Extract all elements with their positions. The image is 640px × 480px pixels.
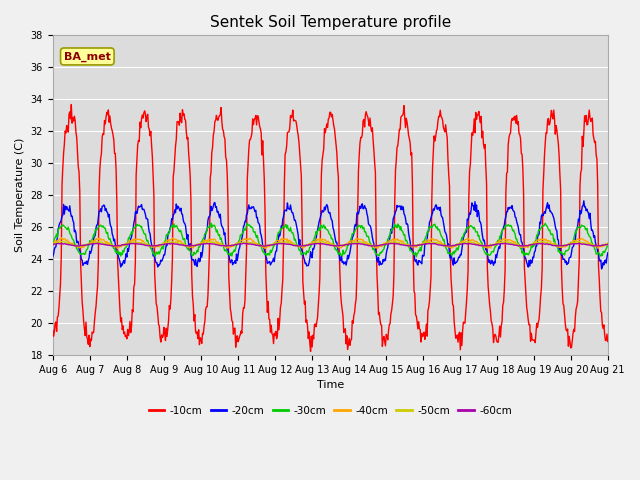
-10cm [173, 119, 181, 125]
-40cm [204, 239, 211, 244]
-40cm [60, 236, 67, 241]
-40cm [174, 239, 182, 244]
-50cm [49, 241, 56, 247]
-40cm [604, 240, 612, 246]
-10cm [415, 326, 423, 332]
-40cm [114, 246, 122, 252]
-60cm [174, 241, 182, 247]
-30cm [207, 220, 215, 226]
-20cm [598, 266, 605, 272]
-10cm [307, 348, 314, 354]
-30cm [172, 223, 180, 228]
-20cm [59, 212, 67, 218]
-40cm [415, 243, 423, 249]
Y-axis label: Soil Temperature (C): Soil Temperature (C) [15, 138, 25, 252]
-50cm [298, 244, 306, 250]
-60cm [399, 242, 407, 248]
-40cm [118, 244, 125, 250]
-50cm [415, 241, 423, 247]
-30cm [59, 222, 67, 228]
-60cm [93, 240, 101, 246]
-50cm [116, 243, 124, 249]
-20cm [604, 250, 612, 256]
-60cm [204, 241, 211, 247]
-10cm [59, 165, 67, 170]
-20cm [172, 201, 180, 207]
Line: -10cm: -10cm [52, 105, 608, 351]
-20cm [49, 254, 56, 260]
-60cm [59, 241, 67, 247]
Line: -50cm: -50cm [52, 241, 608, 247]
Line: -60cm: -60cm [52, 243, 608, 246]
X-axis label: Time: Time [317, 380, 344, 390]
-20cm [414, 262, 422, 268]
-10cm [67, 102, 75, 108]
-30cm [116, 250, 124, 255]
Legend: -10cm, -20cm, -30cm, -40cm, -50cm, -60cm: -10cm, -20cm, -30cm, -40cm, -50cm, -60cm [145, 402, 516, 420]
-40cm [49, 241, 56, 247]
-10cm [399, 111, 407, 117]
-20cm [580, 198, 588, 204]
-50cm [202, 239, 209, 245]
Text: BA_met: BA_met [64, 51, 111, 61]
-60cm [110, 243, 118, 249]
-60cm [118, 242, 125, 248]
-10cm [604, 339, 612, 345]
-50cm [399, 240, 407, 246]
-30cm [49, 241, 56, 247]
Line: -30cm: -30cm [52, 223, 608, 257]
Line: -40cm: -40cm [52, 238, 608, 249]
-30cm [604, 243, 612, 249]
-50cm [604, 240, 612, 246]
-40cm [58, 235, 65, 240]
-30cm [413, 254, 420, 260]
-20cm [116, 259, 124, 264]
Line: -20cm: -20cm [52, 201, 608, 269]
-50cm [205, 238, 212, 244]
-60cm [415, 242, 423, 248]
-30cm [202, 230, 209, 236]
-10cm [202, 304, 210, 310]
-20cm [398, 203, 406, 209]
-10cm [49, 327, 56, 333]
-40cm [399, 239, 407, 244]
-30cm [415, 248, 423, 254]
Title: Sentek Soil Temperature profile: Sentek Soil Temperature profile [210, 15, 451, 30]
-60cm [49, 241, 56, 247]
-20cm [202, 231, 209, 237]
-50cm [172, 240, 180, 245]
-30cm [399, 228, 406, 234]
-10cm [117, 319, 125, 324]
-60cm [604, 241, 612, 247]
-50cm [59, 239, 67, 244]
